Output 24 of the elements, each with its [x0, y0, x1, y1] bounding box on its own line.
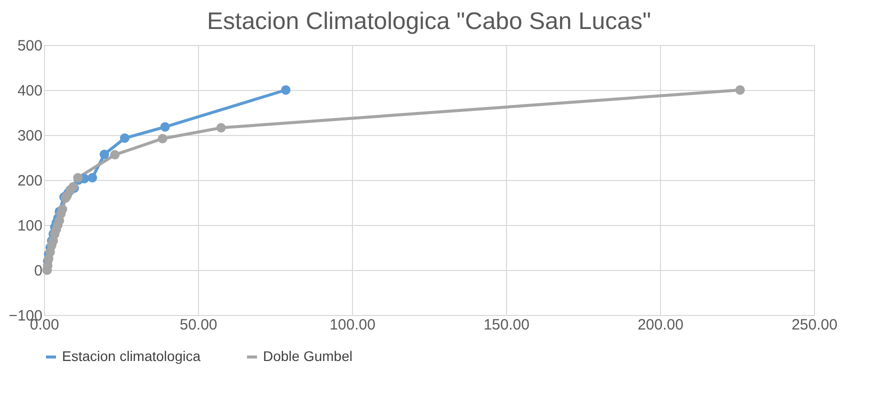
- y-tick-label: 300: [17, 128, 42, 144]
- chart-title: Estacion Climatologica "Cabo San Lucas": [207, 8, 651, 35]
- point: [73, 173, 83, 182]
- y-tick-label: 0: [34, 262, 42, 280]
- y-tick-label: 500: [17, 38, 42, 54]
- point: [88, 173, 98, 182]
- point: [120, 133, 130, 143]
- point: [735, 85, 745, 95]
- x-tick-label: 250.00: [792, 316, 838, 334]
- point: [216, 123, 226, 133]
- x-tick-label: 150.00: [484, 316, 530, 334]
- x-tick-label: 200.00: [638, 316, 684, 334]
- point: [160, 122, 170, 132]
- y-tick-label: 400: [17, 82, 42, 100]
- point: [110, 150, 120, 160]
- legend-label: Estacion climatologica: [62, 348, 201, 364]
- x-tick-label: 100.00: [330, 316, 376, 334]
- point: [281, 85, 291, 95]
- y-tick-label: 100: [17, 218, 42, 234]
- legend-label: Doble Gumbel: [263, 348, 352, 364]
- point: [100, 150, 110, 160]
- x-tick-label: 50.00: [180, 316, 218, 334]
- point: [158, 134, 168, 144]
- y-tick-label: 200: [17, 172, 42, 190]
